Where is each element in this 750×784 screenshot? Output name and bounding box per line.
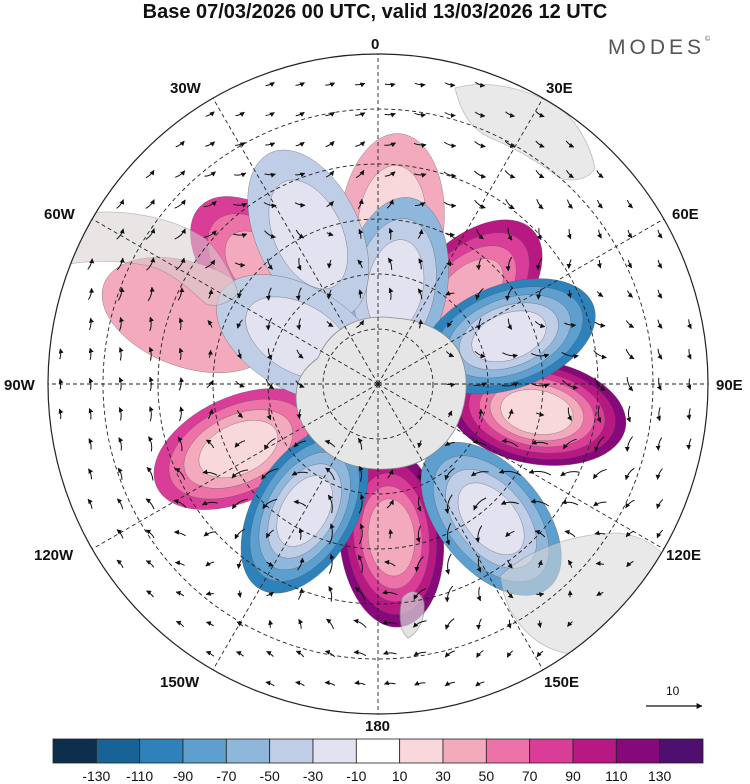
chart-title: Base 07/03/2026 00 UTC, valid 13/03/2026…	[0, 0, 750, 24]
colorbar-swatch	[400, 739, 443, 763]
colorbar-tick-label: -50	[260, 768, 280, 784]
colorbar-tick-label: 10	[392, 768, 408, 784]
polar-map	[0, 28, 750, 748]
lon-label-120w: 120W	[34, 547, 73, 564]
colorbar-swatch	[140, 739, 183, 763]
lon-label-150w: 150W	[160, 674, 199, 691]
colorbar-swatch	[530, 739, 573, 763]
colorbar-swatch	[356, 739, 399, 763]
colorbar-swatch	[183, 739, 226, 763]
colorbar-swatch	[616, 739, 659, 763]
colorbar-tick-label: -10	[346, 768, 366, 784]
colorbar-swatch	[660, 739, 703, 763]
lon-label-60w: 60W	[44, 206, 75, 223]
lon-label-0: 0	[371, 36, 379, 53]
colorbar-swatch	[486, 739, 529, 763]
colorbar-tick-label: 90	[565, 768, 581, 784]
lon-label-120e: 120E	[666, 547, 701, 564]
lon-label-30e: 30E	[546, 80, 573, 97]
colorbar	[52, 738, 704, 764]
colorbar-swatch	[313, 739, 356, 763]
colorbar-tick-label: 30	[435, 768, 451, 784]
wind-arrow	[390, 530, 391, 539]
lon-label-30w: 30W	[170, 80, 201, 97]
colorbar-tick-label: -110	[126, 768, 153, 784]
colorbar-swatch	[226, 739, 269, 763]
lon-label-90e: 90E	[716, 377, 743, 394]
lon-label-180: 180	[365, 718, 390, 735]
colorbar-swatch	[573, 739, 616, 763]
colorbar-tick-label: 130	[648, 768, 671, 784]
colorbar-swatch	[443, 739, 486, 763]
lon-label-150e: 150E	[544, 674, 579, 691]
colorbar-tick-label: 110	[605, 768, 627, 784]
colorbar-tick-label: -30	[303, 768, 323, 784]
vector-scale-label: 10	[666, 684, 679, 698]
colorbar-tick-label: -70	[216, 768, 236, 784]
colorbar-tick-label: 70	[522, 768, 538, 784]
colorbar-swatch	[270, 739, 313, 763]
colorbar-tick-label: -130	[82, 768, 110, 784]
lon-label-90w: 90W	[4, 377, 35, 394]
lon-label-60e: 60E	[672, 206, 699, 223]
colorbar-tick-label: -90	[173, 768, 193, 784]
colorbar-tick-label: 50	[479, 768, 495, 784]
colorbar-swatch	[53, 739, 96, 763]
colorbar-swatch	[96, 739, 139, 763]
